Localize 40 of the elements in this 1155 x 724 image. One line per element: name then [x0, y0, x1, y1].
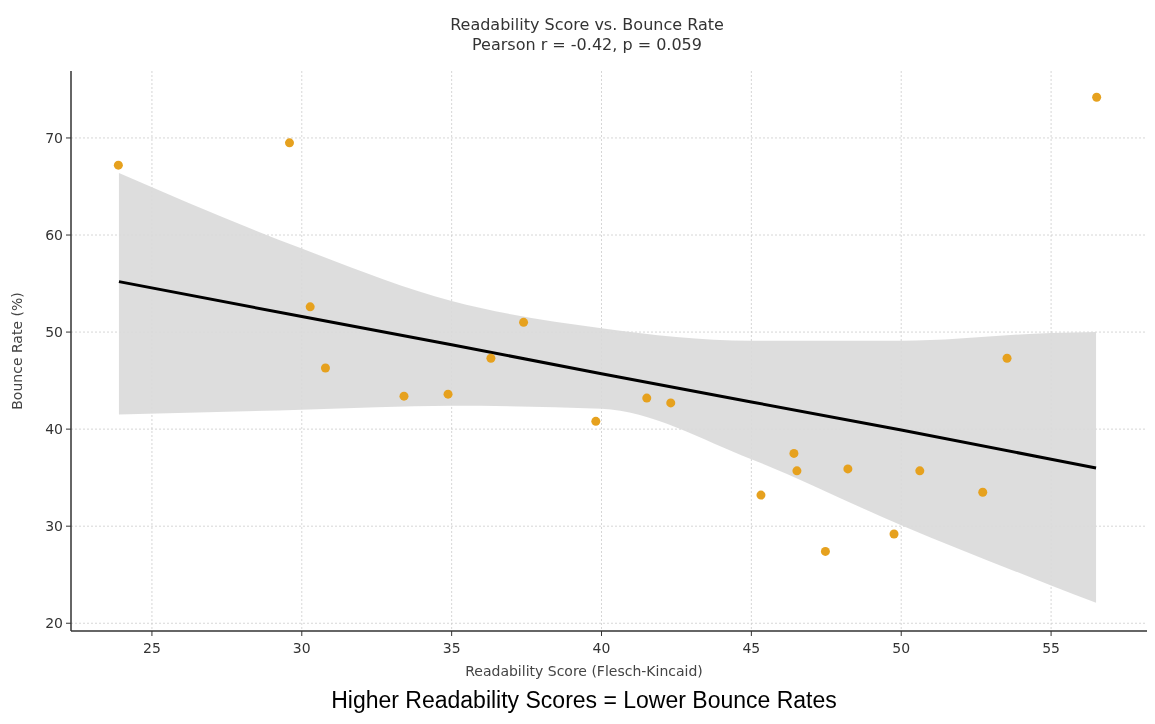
point: [789, 448, 799, 458]
text: Higher Readability Scores = Lower Bounce Rates: [331, 687, 837, 713]
x-tick-label: 40: [592, 640, 611, 656]
y-tick-label: 50: [45, 323, 63, 340]
point: [443, 389, 453, 399]
point: [843, 464, 853, 474]
y-tick-label: 60: [45, 226, 63, 243]
point: [666, 398, 676, 408]
x-axis-title: Readability Score (Flesch-Kincaid): [465, 663, 703, 679]
x-tick-label: 55: [1042, 640, 1060, 656]
point: [889, 529, 899, 539]
x-tick-label: 50: [892, 640, 911, 656]
point: [642, 393, 652, 403]
point: [486, 353, 496, 363]
y-tick-label: 40: [45, 421, 63, 438]
point: [320, 363, 330, 373]
point: [1092, 92, 1102, 102]
y-tick-label: 70: [45, 129, 63, 146]
x-tick-label: 35: [442, 640, 461, 656]
y-axis-title: Bounce Rate (%): [9, 292, 25, 410]
point: [399, 391, 409, 401]
point: [978, 487, 988, 497]
x-tick-label: 45: [742, 640, 761, 656]
point: [915, 466, 925, 476]
chart-title: Readability Score vs. Bounce Rate: [450, 15, 724, 34]
y-tick-label: 20: [45, 615, 63, 632]
x-tick-label: 25: [143, 640, 161, 656]
x-tick-label: 30: [292, 640, 311, 656]
point: [519, 317, 529, 327]
point: [820, 546, 830, 556]
point: [305, 302, 315, 312]
point: [285, 138, 294, 148]
point: [591, 416, 601, 426]
y-tick-label: 30: [45, 518, 63, 535]
point: [792, 466, 802, 476]
chart-subtitle: Pearson r = -0.42, p = 0.059: [472, 35, 702, 54]
line-series: [117, 280, 1098, 470]
point: [756, 490, 766, 500]
point: [1002, 353, 1012, 363]
point: [113, 160, 123, 170]
